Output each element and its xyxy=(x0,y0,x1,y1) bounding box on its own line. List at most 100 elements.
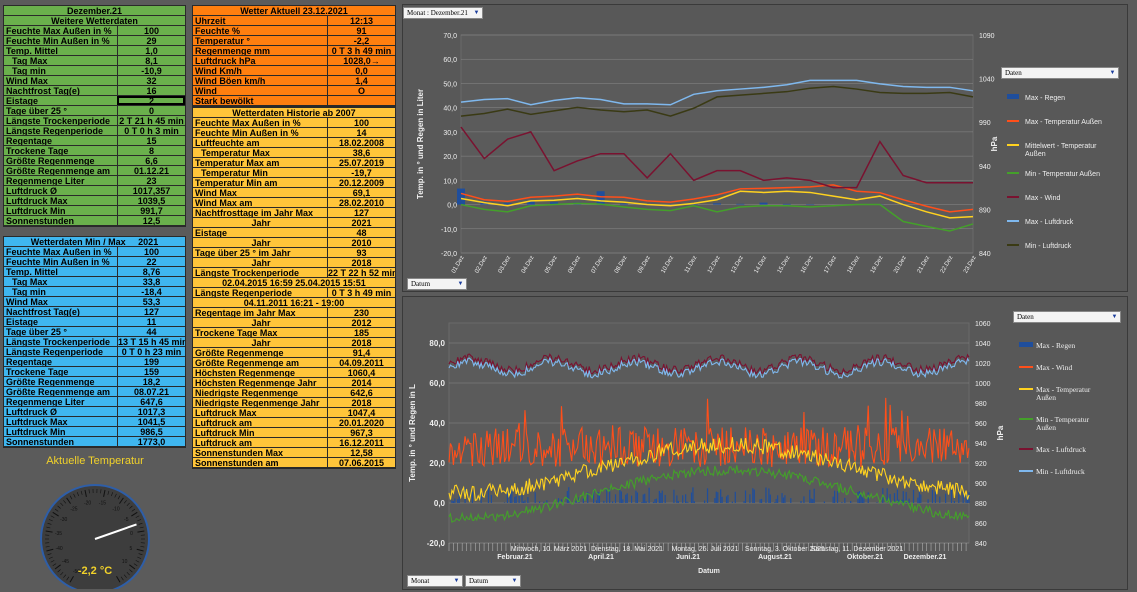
current-table: Wetter Aktuell 23.12.2021 Uhrzeit 12:13 Fe… xyxy=(192,5,396,107)
gauge-tick xyxy=(48,556,53,559)
regen-bar xyxy=(550,202,559,205)
date-label: Sonntag, 3. Oktober 2021 xyxy=(745,546,825,553)
date-label: Mittwoch, 10. März 2021 xyxy=(511,546,587,553)
table-row: Wind Max am 28.02.2010 xyxy=(193,198,395,208)
table-row: Nachtfrost Tag(e) 16 xyxy=(4,86,185,96)
table-row: Nachtfrosttage im Jahr Max 127 xyxy=(193,208,395,218)
legend-label: Min - Temperatur xyxy=(1036,415,1090,424)
gauge-tick xyxy=(139,526,144,529)
table-row: Größte Regenmenge 6,6 xyxy=(4,156,185,166)
gauge-tick xyxy=(129,569,133,573)
x-tick-label: 07.Dez xyxy=(591,255,606,274)
gauge-tick xyxy=(126,571,130,576)
regen-bar xyxy=(457,188,465,205)
legend-label: Max - Regen xyxy=(1025,95,1065,102)
table-row: Jahr 2018 xyxy=(193,338,395,348)
y-tick-label: 70,0 xyxy=(443,33,457,40)
regen-bar xyxy=(645,501,647,503)
table-row: Tag Max 33,8 xyxy=(4,277,185,287)
table-row: Regenmenge Liter 647,6 xyxy=(4,397,185,407)
x-tick-label: 17.Dez xyxy=(823,255,838,274)
y-axis-label: Temp. in ° und Regen in Liter xyxy=(416,89,425,199)
y-tick-label: -10,0 xyxy=(441,227,457,234)
month-label: Oktober.21 xyxy=(847,554,883,561)
month-filter-dropdown[interactable]: Monat : Dezember.21 ▼ xyxy=(403,7,483,19)
regen-bar xyxy=(958,487,960,503)
regen-bar xyxy=(832,496,834,503)
regen-bar xyxy=(917,497,919,503)
x-tick-label: 14.Dez xyxy=(754,255,769,274)
regen-bar xyxy=(630,495,633,503)
table-row: Feuchte Min Außen in % 22 xyxy=(4,257,185,267)
y2-tick-label: 1040 xyxy=(979,77,995,84)
series-dropdown[interactable]: Daten ▼ xyxy=(1001,67,1119,79)
regen-bar xyxy=(524,500,526,503)
y-tick-label: 10,0 xyxy=(443,178,457,185)
table-row: Tag min -18,4 xyxy=(4,287,185,297)
table-row: Höchsten Regenmenge 1060,4 xyxy=(193,368,395,378)
x-tick-label: 15.Dez xyxy=(777,255,792,274)
regen-bar xyxy=(652,501,655,503)
series-line xyxy=(460,202,974,232)
regen-bar xyxy=(902,491,904,503)
regen-bar xyxy=(953,500,955,503)
table-row: Luftdruck Max 1039,5 xyxy=(4,196,185,206)
regen-bar xyxy=(752,488,754,503)
gauge-tick xyxy=(107,490,110,495)
table-row: Längste Regenperiode 0 T 0 h 23 min xyxy=(4,347,185,357)
regen-bar xyxy=(736,203,745,205)
series-dropdown-2[interactable]: Daten ▼ xyxy=(1013,311,1121,323)
table-row: Wind O xyxy=(193,86,395,96)
table-row: Sonnenstunden am 07.06.2015 xyxy=(193,458,395,468)
y-tick-label: 0,0 xyxy=(434,499,446,508)
gauge-tick xyxy=(76,492,79,497)
axis-month-dropdown[interactable]: Monat ▼ xyxy=(407,575,463,587)
regen-bar xyxy=(673,489,675,503)
gauge-tick-label: -45 xyxy=(62,559,69,565)
x-tick-label: 18.Dez xyxy=(847,255,862,274)
plot-area xyxy=(460,34,974,254)
month-label: Juni.21 xyxy=(676,554,700,561)
axis-field-dropdown[interactable]: Datum ▼ xyxy=(407,278,467,290)
regen-bar xyxy=(660,492,662,503)
regen-bar xyxy=(812,499,814,503)
legend-label: Max - Wind xyxy=(1036,363,1072,372)
gauge-tick xyxy=(131,511,138,517)
regen-bar xyxy=(658,490,660,503)
axis-date-dropdown[interactable]: Datum ▼ xyxy=(465,575,521,587)
regen-bar xyxy=(950,487,953,503)
gauge-tick xyxy=(135,515,140,518)
regen-bar xyxy=(457,499,459,503)
gauge-tick xyxy=(138,522,143,525)
gauge-tick xyxy=(52,563,57,566)
regen-bar xyxy=(454,498,456,503)
regen-bar xyxy=(557,498,560,503)
regen-bar xyxy=(568,487,570,503)
y2-tick-label: 940 xyxy=(975,441,987,448)
series-line xyxy=(460,85,974,117)
gauge-tick-label: -15 xyxy=(99,501,106,507)
regen-bar xyxy=(487,488,490,503)
table-row: Temperatur Min -19,7 xyxy=(193,168,395,178)
x-tick-label: 10.Dez xyxy=(660,255,675,274)
legend-label: Außen xyxy=(1036,423,1056,432)
gauge-tick xyxy=(114,493,117,498)
regen-bar xyxy=(725,496,728,503)
table-row: Stark bewölkt xyxy=(193,96,395,106)
x-tick-label: 21.Dez xyxy=(916,255,931,274)
gauge-tick xyxy=(57,569,61,573)
gauge-tick xyxy=(47,553,52,556)
regen-bar xyxy=(527,497,529,503)
regen-bar xyxy=(518,493,520,503)
regen-bar xyxy=(664,494,666,503)
x-tick-label: 05.Dez xyxy=(544,255,559,274)
regen-bar xyxy=(606,488,608,503)
x-tick-label: 08.Dez xyxy=(614,255,629,274)
gauge-tick xyxy=(47,522,52,525)
monthly-chart-panel: Monat : Dezember.21 ▼ Daten ▼ Datum ▼ 70,0 6… xyxy=(402,4,1128,292)
gauge-tick xyxy=(50,560,55,563)
gauge-tick xyxy=(135,560,140,563)
x-tick-label: 11.Dez xyxy=(684,255,698,274)
regen-bar xyxy=(534,492,536,503)
regen-bar xyxy=(598,492,601,503)
